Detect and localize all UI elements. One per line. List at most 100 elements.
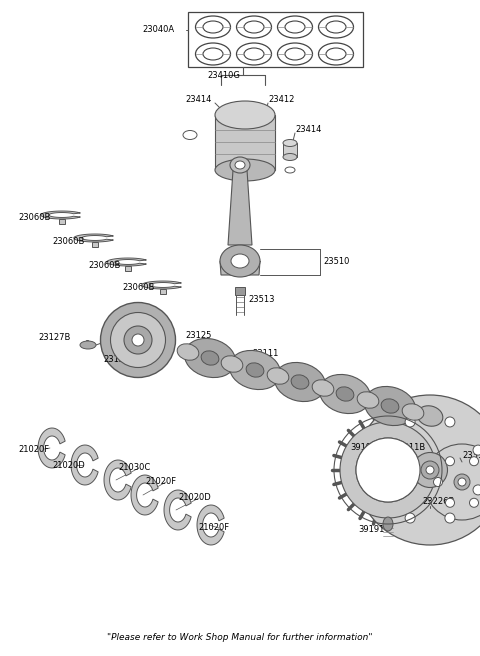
Ellipse shape: [377, 485, 387, 495]
Ellipse shape: [377, 445, 387, 455]
Ellipse shape: [215, 101, 275, 129]
Text: 23412: 23412: [268, 96, 294, 104]
Ellipse shape: [291, 375, 309, 389]
Ellipse shape: [473, 485, 480, 495]
Ellipse shape: [220, 245, 260, 277]
Ellipse shape: [237, 43, 272, 65]
Ellipse shape: [244, 48, 264, 60]
Ellipse shape: [336, 387, 354, 401]
Ellipse shape: [433, 478, 443, 487]
Ellipse shape: [230, 157, 250, 173]
Text: 21020D: 21020D: [52, 461, 85, 470]
Ellipse shape: [80, 341, 96, 349]
Polygon shape: [74, 234, 113, 242]
Ellipse shape: [201, 351, 219, 365]
Ellipse shape: [237, 16, 272, 38]
Ellipse shape: [231, 254, 249, 268]
Ellipse shape: [405, 417, 415, 427]
Ellipse shape: [326, 48, 346, 60]
Ellipse shape: [285, 48, 305, 60]
Text: 23060B: 23060B: [18, 213, 50, 222]
Text: 39190A: 39190A: [350, 443, 382, 451]
Polygon shape: [107, 258, 146, 266]
Ellipse shape: [221, 356, 243, 372]
Text: 23125: 23125: [185, 331, 211, 340]
Polygon shape: [71, 445, 98, 485]
Ellipse shape: [235, 161, 245, 169]
Ellipse shape: [275, 363, 325, 401]
Polygon shape: [142, 281, 181, 289]
Ellipse shape: [383, 517, 393, 531]
Ellipse shape: [378, 460, 398, 480]
Ellipse shape: [445, 457, 455, 466]
Ellipse shape: [402, 403, 424, 420]
Text: 23513: 23513: [248, 295, 275, 304]
Text: 23040A: 23040A: [142, 26, 174, 35]
Ellipse shape: [277, 43, 312, 65]
Ellipse shape: [195, 16, 230, 38]
Ellipse shape: [124, 326, 152, 354]
Ellipse shape: [184, 338, 236, 378]
Text: 23060B: 23060B: [52, 237, 84, 247]
Ellipse shape: [356, 438, 420, 502]
Polygon shape: [104, 460, 131, 500]
Text: 23510: 23510: [323, 256, 349, 266]
Ellipse shape: [319, 375, 371, 413]
Bar: [92, 242, 98, 247]
Ellipse shape: [267, 368, 289, 384]
Ellipse shape: [246, 363, 264, 377]
Text: 23311B: 23311B: [462, 451, 480, 459]
Polygon shape: [164, 490, 191, 530]
Ellipse shape: [203, 48, 223, 60]
Ellipse shape: [183, 131, 197, 140]
Polygon shape: [197, 505, 224, 545]
Ellipse shape: [110, 312, 166, 367]
Polygon shape: [215, 115, 275, 170]
Polygon shape: [220, 261, 260, 275]
Text: 23111: 23111: [252, 348, 278, 358]
Ellipse shape: [412, 453, 447, 487]
Ellipse shape: [356, 438, 420, 502]
Text: 23226B: 23226B: [422, 497, 455, 506]
Ellipse shape: [355, 395, 480, 545]
Ellipse shape: [426, 466, 434, 474]
Ellipse shape: [229, 350, 281, 390]
Ellipse shape: [469, 457, 479, 466]
Ellipse shape: [277, 16, 312, 38]
Polygon shape: [131, 475, 158, 515]
Ellipse shape: [421, 461, 439, 479]
Text: 23060B: 23060B: [122, 283, 155, 293]
Ellipse shape: [177, 344, 199, 360]
Text: 23414: 23414: [185, 96, 211, 104]
Ellipse shape: [215, 159, 275, 181]
Ellipse shape: [445, 499, 455, 507]
Ellipse shape: [454, 474, 470, 490]
Text: 21020F: 21020F: [145, 478, 176, 487]
Ellipse shape: [283, 154, 297, 161]
Ellipse shape: [381, 399, 399, 413]
Ellipse shape: [469, 499, 479, 507]
Ellipse shape: [285, 21, 305, 33]
Ellipse shape: [100, 302, 176, 377]
Text: 23410G: 23410G: [207, 70, 240, 79]
Text: 21020F: 21020F: [18, 445, 49, 455]
Polygon shape: [38, 428, 65, 468]
Bar: [59, 219, 65, 224]
Bar: [235, 287, 245, 295]
Ellipse shape: [364, 386, 416, 426]
Ellipse shape: [326, 21, 346, 33]
Ellipse shape: [283, 140, 297, 146]
Text: "Please refer to Work Shop Manual for further information": "Please refer to Work Shop Manual for fu…: [107, 634, 373, 642]
Polygon shape: [228, 170, 252, 245]
Ellipse shape: [132, 334, 144, 346]
Polygon shape: [283, 143, 297, 157]
Ellipse shape: [340, 422, 436, 518]
Text: 39191: 39191: [358, 525, 384, 535]
Text: 21020F: 21020F: [198, 523, 229, 533]
Ellipse shape: [405, 513, 415, 523]
Ellipse shape: [357, 392, 379, 408]
Ellipse shape: [244, 21, 264, 33]
Bar: [188, 12, 363, 67]
Ellipse shape: [424, 444, 480, 520]
Ellipse shape: [473, 445, 480, 455]
